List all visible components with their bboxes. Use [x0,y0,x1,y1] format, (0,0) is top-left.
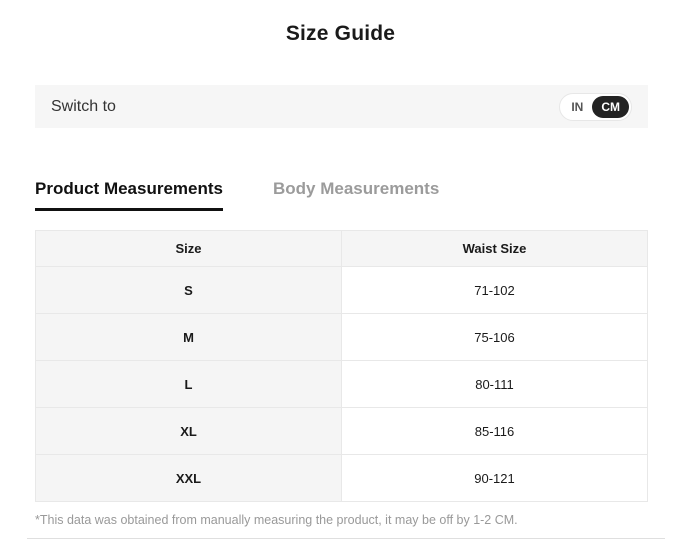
waist-size-value-cell: 71-102 [341,266,648,314]
waist-size-value-cell: 85-116 [341,407,648,455]
table-row: M 75-106 [35,313,648,361]
tab-product-measurements[interactable]: Product Measurements [35,179,223,211]
size-guide-content: Switch to IN CM Product Measurements Bod… [35,85,648,529]
measurement-tabs: Product Measurements Body Measurements [35,179,648,211]
size-label-cell: XXL [35,454,342,502]
column-header-waist-size: Waist Size [341,230,648,267]
page-title: Size Guide [285,22,396,45]
table-row: XL 85-116 [35,407,648,455]
waist-size-value-cell: 90-121 [341,454,648,502]
tab-body-measurements[interactable]: Body Measurements [273,179,440,198]
size-table: Size Waist Size S 71-102 M 75-106 L 80-1… [35,230,648,502]
table-header-row: Size Waist Size [35,230,648,267]
table-row: L 80-111 [35,360,648,408]
size-label-cell: L [35,360,342,408]
table-row: S 71-102 [35,266,648,314]
unit-toggle[interactable]: IN CM [559,92,632,121]
column-header-size: Size [35,230,342,267]
unit-switch-bar: Switch to IN CM [35,85,648,128]
waist-size-value-cell: 75-106 [341,313,648,361]
waist-size-value-cell: 80-111 [341,360,648,408]
size-label-cell: M [35,313,342,361]
measurement-disclaimer: *This data was obtained from manually me… [35,513,518,527]
size-label-cell: S [35,266,342,314]
switch-to-label: Switch to [51,97,116,115]
size-label-cell: XL [35,407,342,455]
unit-option-cm[interactable]: CM [592,95,629,118]
unit-option-in[interactable]: IN [571,99,584,114]
bottom-divider [27,538,665,539]
table-row: XXL 90-121 [35,454,648,502]
